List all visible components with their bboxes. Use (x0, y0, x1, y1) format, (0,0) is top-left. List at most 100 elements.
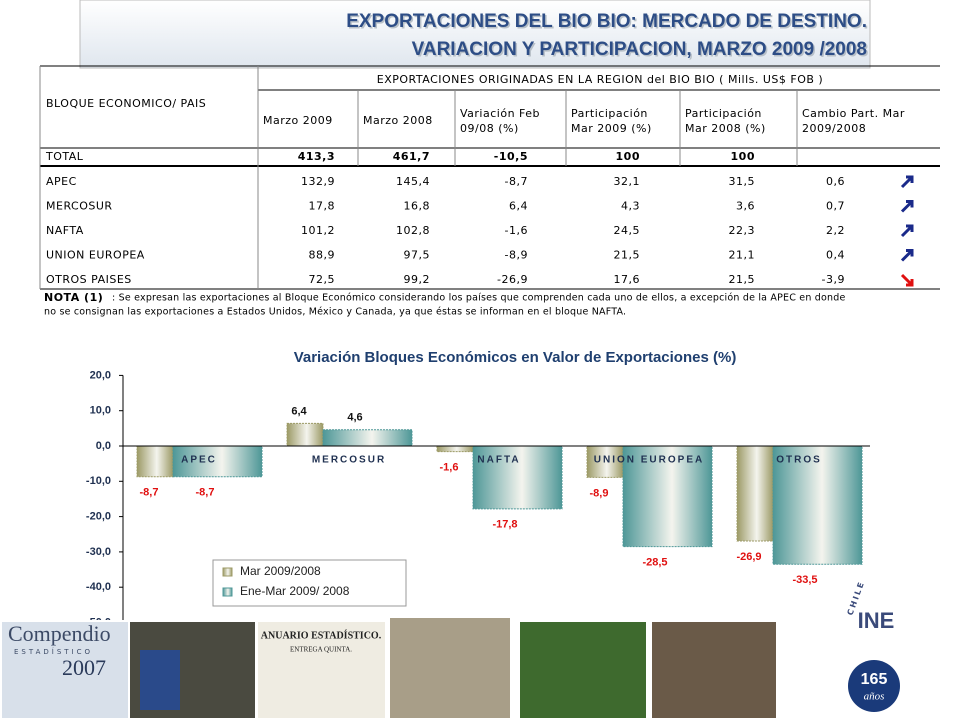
cell: -8,9 (505, 249, 528, 262)
note: : Se expresan las exportaciones al Bloqu… (112, 293, 846, 304)
y-tick-label: 10,0 (90, 405, 111, 417)
row-name: UNION EUROPEA (46, 249, 145, 262)
cell: 6,4 (509, 200, 528, 213)
arrow (900, 175, 914, 189)
title-shadow: EXPORTACIONES DEL BIO BIO: MERCADO DE DE… (348, 13, 869, 34)
chart: Variación Bloques Económicos en Valor de… (86, 349, 870, 628)
cell: 101,2 (301, 224, 335, 237)
bar (136, 445, 174, 478)
cell: 413,3 (298, 150, 335, 163)
cell: 100 (731, 150, 755, 163)
cell: 72,5 (309, 273, 336, 286)
bar (322, 429, 413, 447)
column-header: Marzo 2008 (363, 114, 433, 127)
cell: 22,3 (729, 224, 756, 237)
column-header: Participación (685, 107, 762, 120)
row-name: MERCOSUR (46, 200, 113, 213)
y-tick-label: -40,0 (86, 581, 111, 593)
legend-label: Mar 2009/2008 (240, 564, 321, 578)
arrow (900, 200, 914, 213)
cell: 4,3 (621, 200, 640, 213)
cell: -1,6 (505, 224, 528, 237)
y-tick-label: -30,0 (86, 546, 111, 558)
x-tick-label: OTROS (776, 455, 822, 466)
x-tick-label: APEC (181, 455, 217, 466)
photo (520, 622, 646, 718)
y-tick-label: -10,0 (86, 475, 111, 487)
cell: 88,9 (309, 249, 336, 262)
row-name: NAFTA (46, 224, 84, 237)
cell: 21,5 (729, 273, 756, 286)
title-box (79, 0, 871, 69)
cell: -26,9 (497, 273, 528, 286)
logo-anos: 165 (861, 671, 888, 688)
value-label: -17,8 (492, 519, 517, 531)
note: no se consignan las exportaciones a Esta… (44, 307, 626, 318)
bar (286, 422, 324, 447)
column-header: Marzo 2009 (263, 114, 333, 127)
column-header: Participación (571, 107, 648, 120)
legend-swatch (222, 567, 233, 577)
compendio-title: Compendio (8, 621, 111, 646)
group-header: EXPORTACIONES ORIGINADAS EN LA REGION de… (377, 73, 823, 86)
title-line: EXPORTACIONES DEL BIO BIO: MERCADO DE DE… (346, 11, 867, 32)
logo-badge (848, 660, 900, 712)
row-name: APEC (46, 175, 77, 188)
bar (772, 445, 863, 565)
bar (586, 445, 624, 478)
anuario-cover (258, 622, 385, 718)
cell: 0,7 (826, 200, 845, 213)
value-label: -26,9 (736, 551, 761, 563)
x-tick-label: UNION EUROPEA (594, 455, 704, 466)
x-tick-label: MERCOSUR (312, 455, 386, 466)
y-tick-label: 20,0 (90, 369, 111, 381)
trend-arrow (900, 175, 914, 189)
cell: 17,6 (614, 273, 641, 286)
bar (622, 445, 713, 548)
cell: -10,5 (494, 150, 528, 163)
value-label: -8,7 (196, 487, 215, 499)
cell: 24,5 (614, 224, 641, 237)
column-header: Variación Feb (460, 107, 540, 120)
value-label: -1,6 (440, 462, 459, 474)
title-shadow: VARIACION Y PARTICIPACION, MARZO 2009 /2… (413, 41, 868, 62)
row-name: OTROS PAISES (46, 273, 132, 286)
cell: 21,1 (729, 249, 756, 262)
value-label: -28,5 (642, 557, 667, 569)
row-name: TOTAL (45, 150, 84, 163)
bar (436, 445, 474, 453)
cell: 0,4 (826, 249, 845, 262)
anuario-sub: ENTREGA QUINTA. (290, 646, 352, 654)
cell: 102,8 (396, 224, 430, 237)
arrow (900, 273, 914, 287)
trend-arrow (900, 249, 914, 262)
bar (736, 445, 774, 542)
value-label: -8,9 (590, 487, 609, 499)
compendio-cover (2, 622, 128, 718)
compendio-sub: ESTADÍSTICO (14, 647, 93, 656)
cell: 16,8 (404, 200, 431, 213)
trend-arrow (900, 224, 914, 238)
value-label: -33,5 (792, 574, 817, 586)
compendio-year: 2007 (62, 655, 106, 680)
cell: 31,5 (729, 175, 756, 188)
column-header: Mar 2008 (%) (685, 122, 766, 135)
photo (652, 622, 776, 718)
cell: 17,8 (309, 200, 336, 213)
cell: 21,5 (614, 249, 641, 262)
legend-label: Ene-Mar 2009/ 2008 (240, 584, 350, 598)
value-label: -8,7 (140, 487, 159, 499)
cell: -8,7 (505, 175, 528, 188)
cell: -3,9 (822, 273, 845, 286)
anuario-title: ANUARIO ESTADÍSTICO. (261, 629, 382, 641)
column-header: Cambio Part. Mar (802, 107, 905, 120)
y-tick-label: -20,0 (86, 511, 111, 523)
cell: 0,6 (826, 175, 845, 188)
x-tick-label: NAFTA (477, 455, 520, 466)
cell: 32,1 (614, 175, 641, 188)
arrow (900, 249, 914, 262)
bar (472, 445, 563, 510)
arrow (900, 224, 914, 238)
